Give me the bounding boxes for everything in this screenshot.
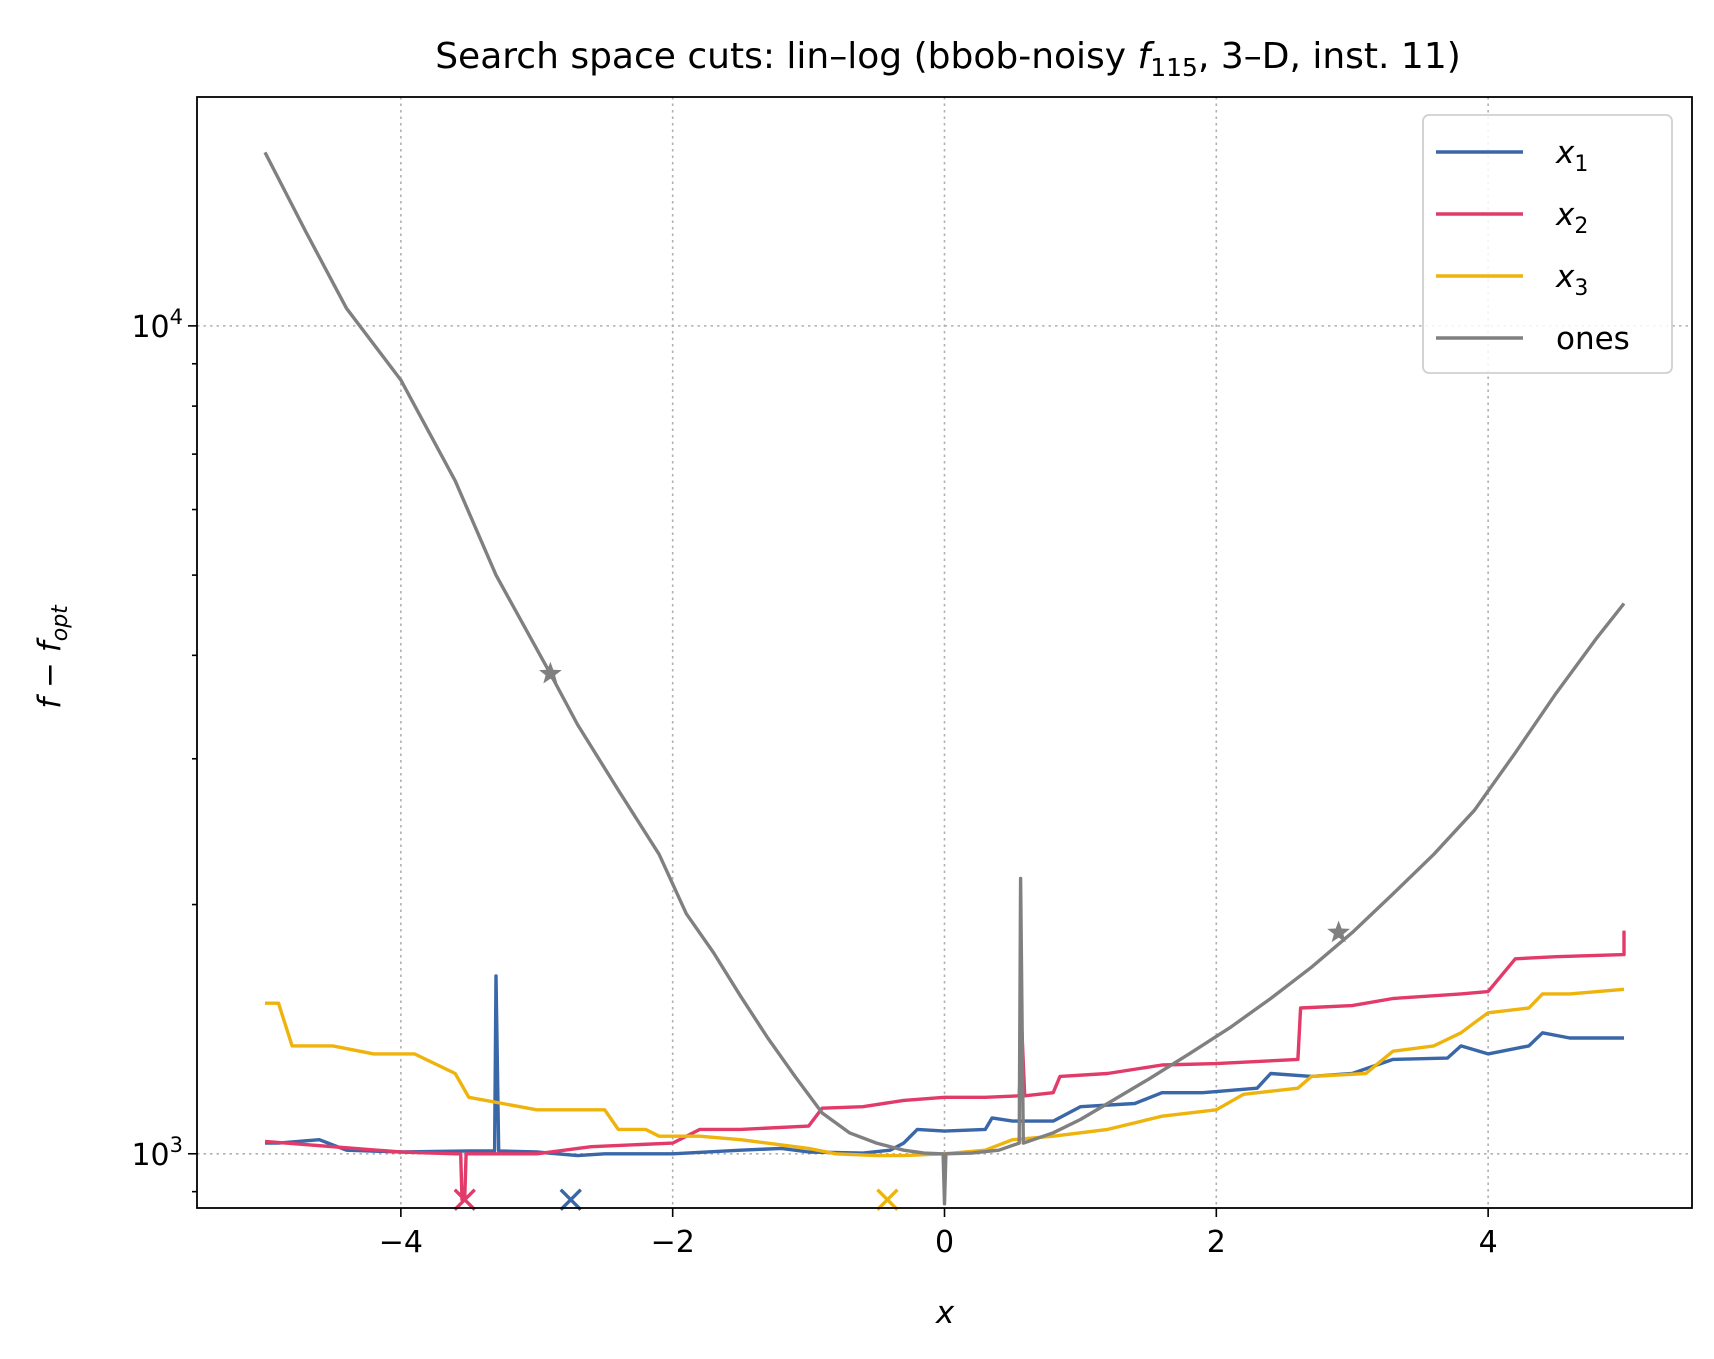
y-tick-label: 104 [131, 305, 183, 345]
series-line-ones [263, 151, 1626, 1206]
x-tick-label: −4 [379, 1225, 423, 1260]
marker-x-x1 [559, 1188, 582, 1211]
legend-box [1422, 114, 1673, 374]
legend-label-x3: x3 [1555, 259, 1588, 301]
y-tick-label: 103 [131, 1133, 183, 1173]
marker-star-ones [539, 661, 562, 684]
y-axis-label: f − fopt [32, 604, 73, 709]
marker-star-ones [1327, 920, 1350, 943]
legend: x1 x2 x3 ones [1422, 114, 1673, 374]
series-line-x2 [264, 930, 1626, 1202]
legend-label-x2: x2 [1555, 197, 1588, 239]
marker-x-x2 [453, 1188, 476, 1211]
series-lines [263, 151, 1626, 1206]
x-tick-label: 0 [935, 1225, 954, 1260]
x-tick-label: 2 [1207, 1225, 1226, 1260]
legend-label-ones: ones [1556, 321, 1630, 357]
markers [453, 661, 1350, 1211]
axis-ticks: −4 −2 0 2 4 103 104 [131, 305, 1497, 1260]
chart-title: Search space cuts: lin–log (bbob-noisy f… [435, 36, 1461, 82]
marker-x-x3 [876, 1188, 899, 1211]
x-axis-label: x [935, 1295, 955, 1331]
legend-label-x1: x1 [1555, 135, 1588, 177]
x-tick-label: 4 [1479, 1225, 1498, 1260]
x-tick-label: −2 [651, 1225, 695, 1260]
series-line-x1 [265, 974, 1624, 1158]
